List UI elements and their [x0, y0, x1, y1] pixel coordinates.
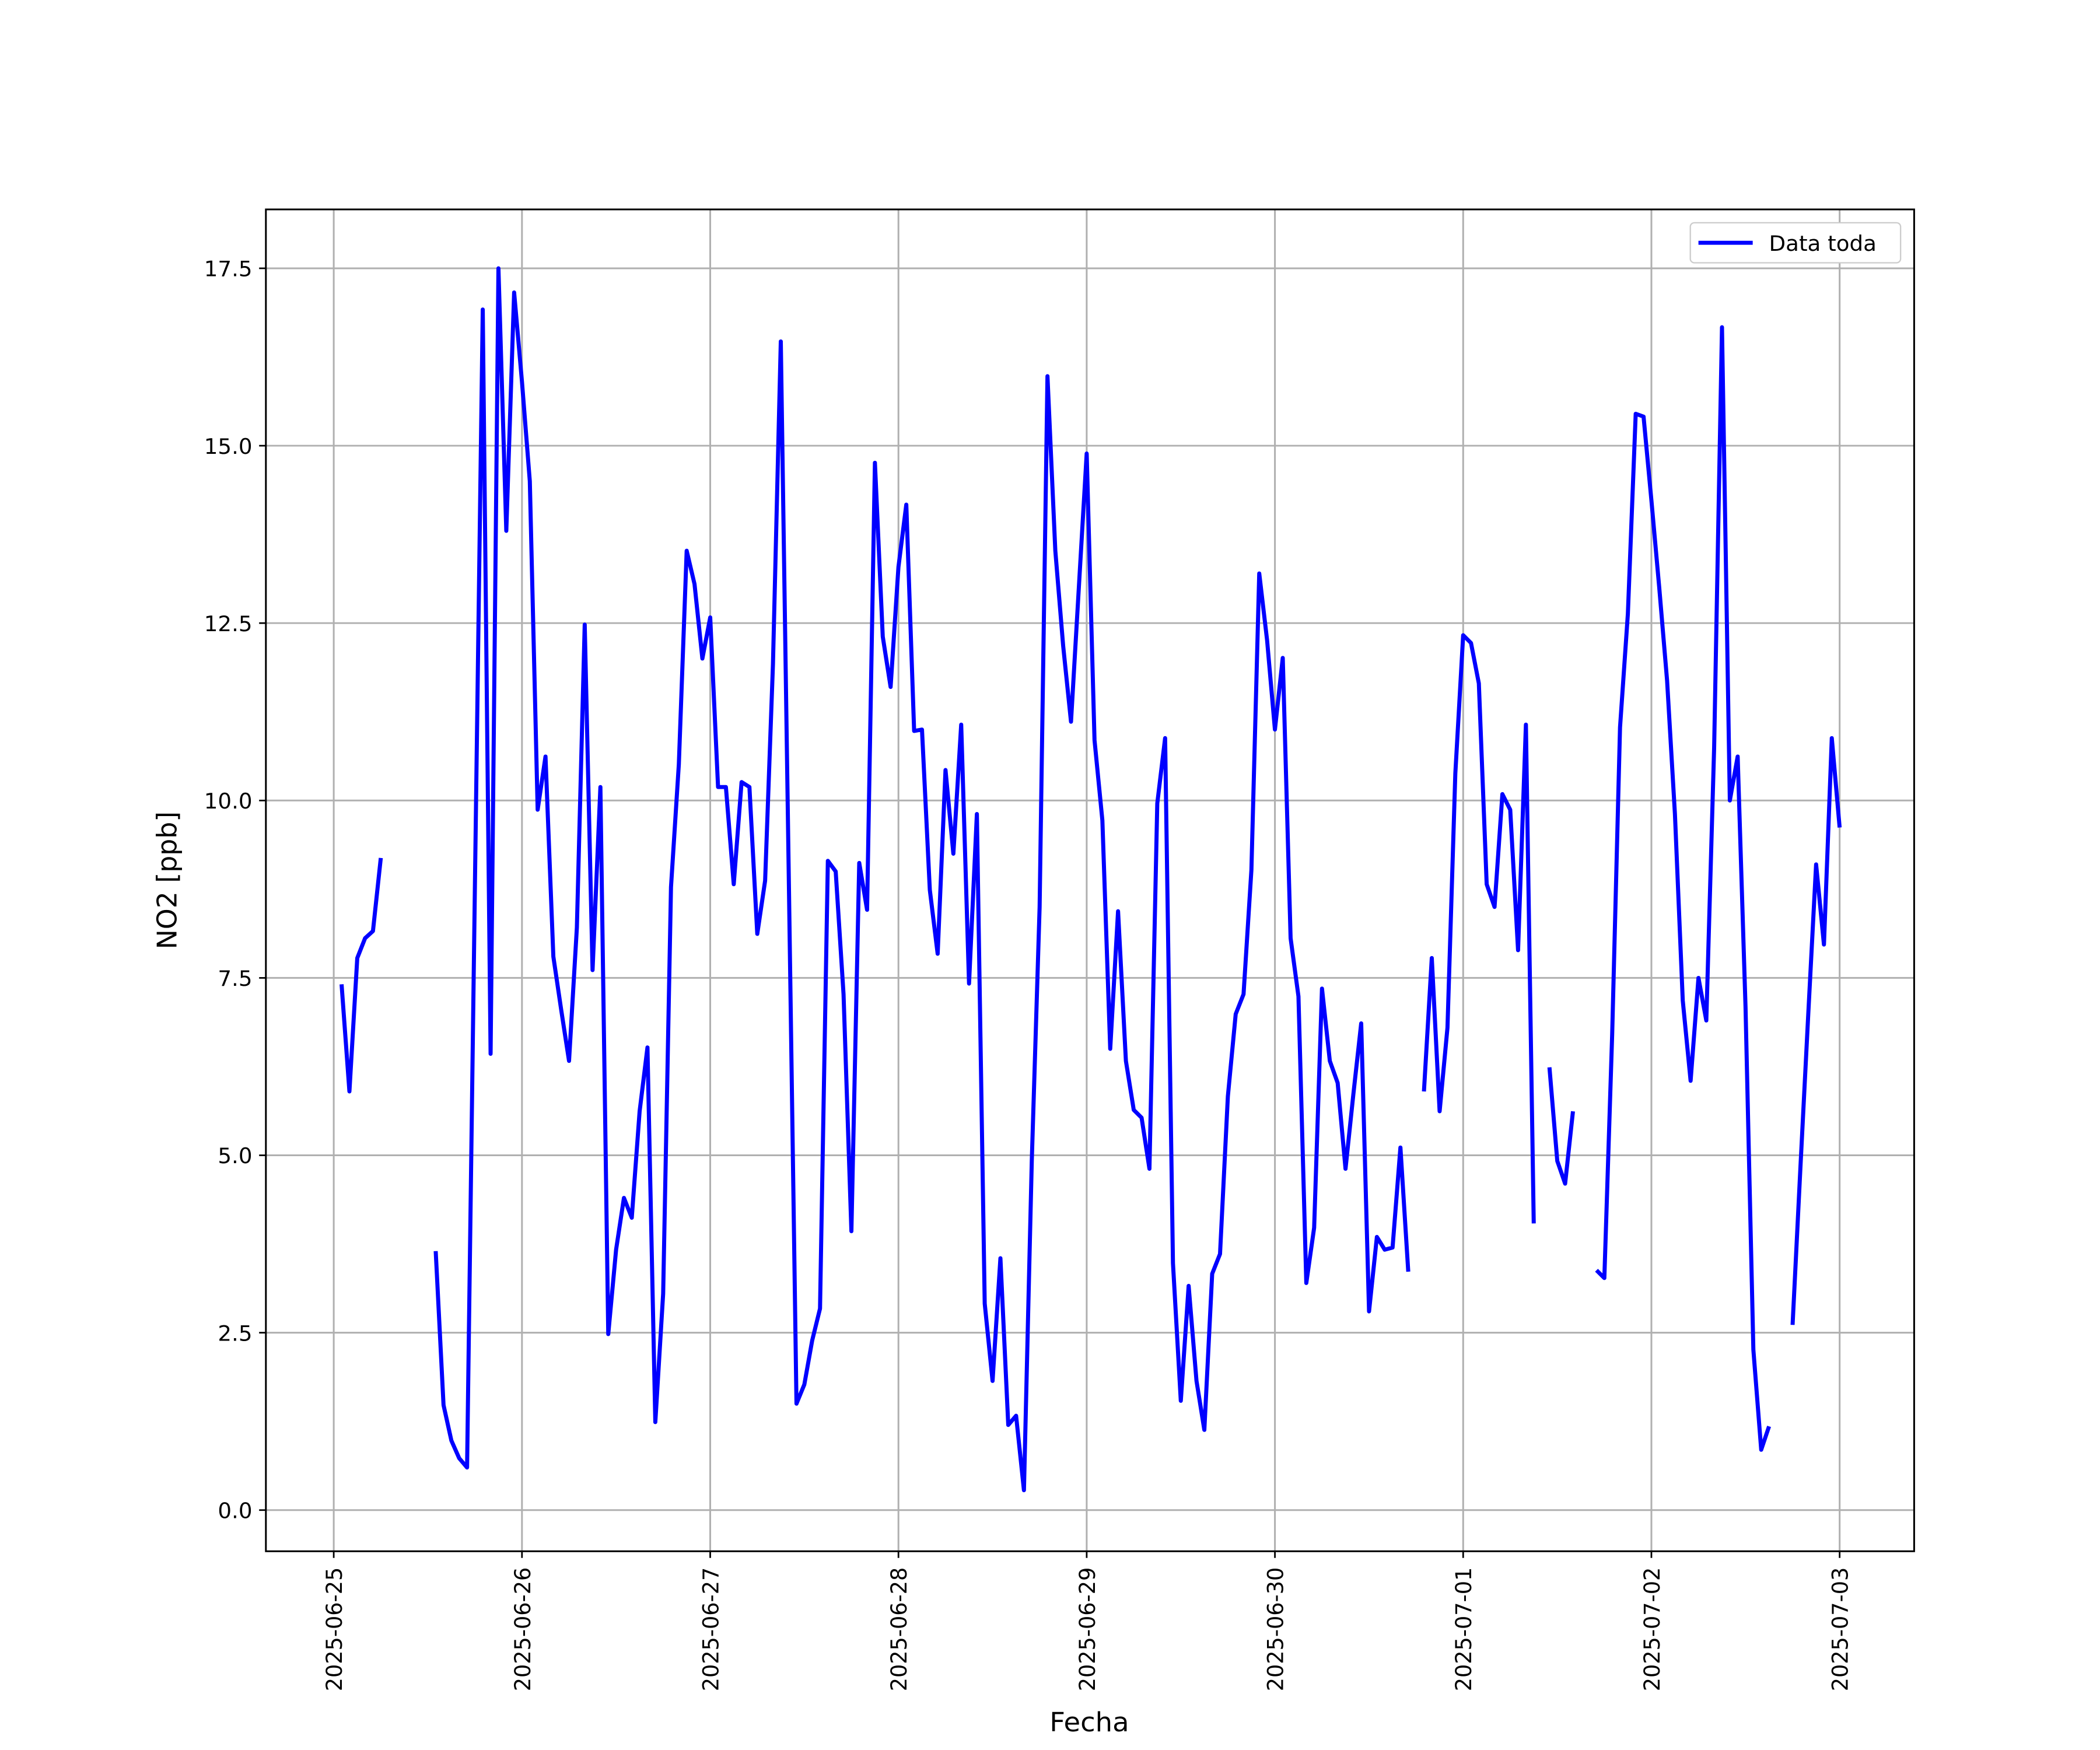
x-tick-label: 2025-07-02: [1640, 1567, 1665, 1691]
x-tick-label: 2025-06-25: [322, 1567, 347, 1691]
data-line: [340, 266, 1842, 1493]
x-tick-label: 2025-06-29: [1075, 1567, 1100, 1691]
y-tick-label: 12.5: [204, 611, 253, 636]
y-tick-label: 2.5: [218, 1321, 252, 1346]
legend-frame: [1689, 222, 1902, 264]
y-tick-label: 15.0: [204, 434, 253, 459]
plot-area: [340, 266, 1842, 1493]
x-tick-label: 2025-06-28: [887, 1567, 912, 1691]
y-tick-label: 0.0: [218, 1499, 252, 1524]
x-axis-label: Fecha: [1049, 1706, 1129, 1738]
y-tick-label: 5.0: [218, 1144, 252, 1169]
x-tick-label: 2025-07-01: [1451, 1567, 1476, 1691]
y-tick-label: 7.5: [218, 966, 252, 991]
x-tick-label: 2025-06-26: [510, 1567, 535, 1691]
y-tick-label: 17.5: [204, 257, 253, 282]
y-axis-label: NO2 [ppb]: [151, 811, 183, 950]
x-tick-label: 2025-06-27: [698, 1567, 723, 1691]
x-tick-label: 2025-07-03: [1828, 1567, 1853, 1691]
legend-label: Data toda: [1769, 231, 1877, 256]
grid: [265, 209, 1915, 1552]
x-tick-label: 2025-06-30: [1263, 1567, 1288, 1691]
axes-frame: [265, 208, 1915, 1552]
legend: Data toda: [1689, 222, 1902, 264]
y-tick-label: 10.0: [204, 789, 253, 814]
